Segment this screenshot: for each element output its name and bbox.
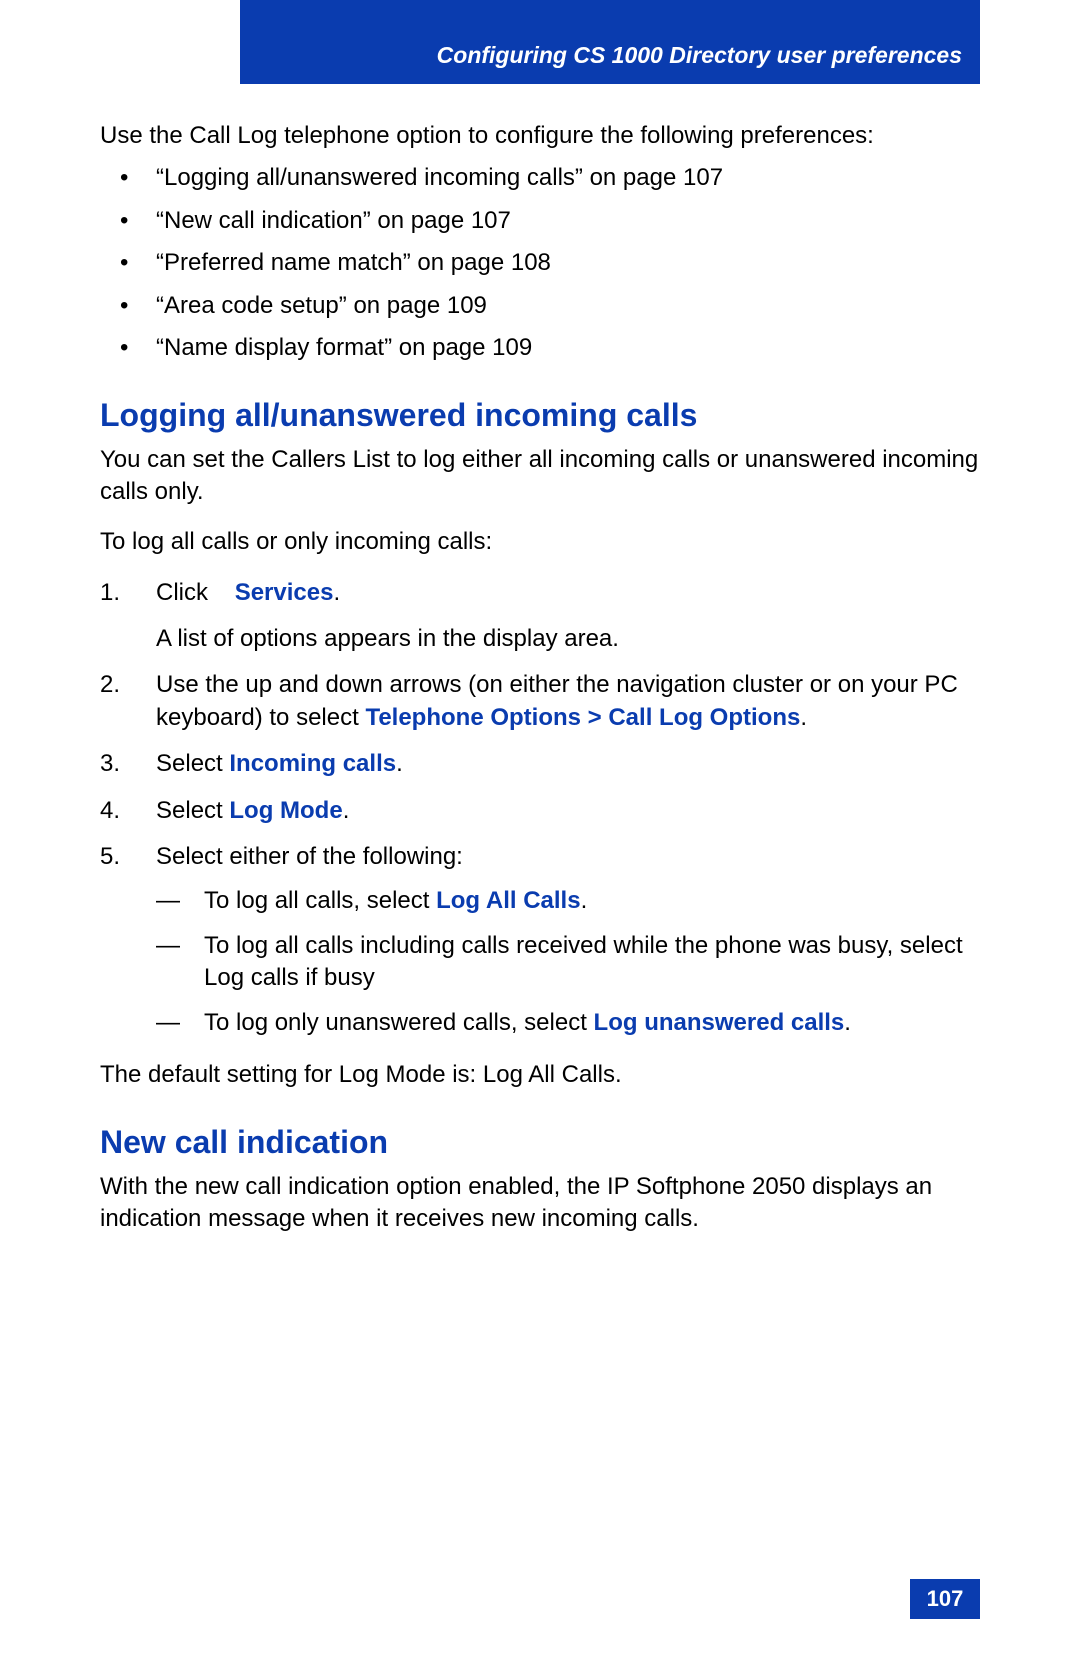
toc-item: “Name display format” on page 109	[100, 332, 980, 364]
step-1-pre: Click	[156, 579, 215, 606]
section2-p1: With the new call indication option enab…	[100, 1171, 980, 1236]
step-4-post: .	[343, 797, 350, 824]
section1-p1: You can set the Callers List to log eith…	[100, 444, 980, 509]
toc-bullets: “Logging all/unanswered incoming calls” …	[100, 162, 980, 364]
step-5c-pre: To log only unanswered calls, select	[204, 1009, 594, 1036]
document-page: Configuring CS 1000 Directory user prefe…	[0, 0, 1080, 1669]
section1-p3: The default setting for Log Mode is: Log…	[100, 1059, 980, 1091]
step-1-post: .	[333, 579, 340, 606]
step-4: Select Log Mode.	[100, 795, 980, 827]
toc-item: “New call indication” on page 107	[100, 205, 980, 237]
step-4-pre: Select	[156, 797, 229, 824]
page-content: Use the Call Log telephone option to con…	[100, 0, 980, 1235]
step-5c-post: .	[844, 1009, 851, 1036]
log-all-calls-link: Log All Calls	[436, 887, 580, 914]
toc-item: “Logging all/unanswered incoming calls” …	[100, 162, 980, 194]
step-5: Select either of the following: To log a…	[100, 841, 980, 1039]
step-2-post: .	[800, 704, 807, 731]
step-2: Use the up and down arrows (on either th…	[100, 669, 980, 734]
step-5b: To log all calls including calls receive…	[156, 930, 980, 995]
step-5a: To log all calls, select Log All Calls.	[156, 885, 980, 917]
toc-item: “Area code setup” on page 109	[100, 290, 980, 322]
log-mode-link: Log Mode	[229, 797, 342, 824]
page-number: 107	[910, 1579, 980, 1619]
incoming-calls-link: Incoming calls	[229, 750, 396, 777]
step-3-post: .	[396, 750, 403, 777]
page-header-title: Configuring CS 1000 Directory user prefe…	[437, 42, 962, 68]
step-5a-pre: To log all calls, select	[204, 887, 436, 914]
step-3: Select Incoming calls.	[100, 748, 980, 780]
step-5-sublist: To log all calls, select Log All Calls. …	[156, 885, 980, 1039]
telephone-options-link: Telephone Options > Call Log Options	[365, 704, 800, 731]
services-link: Services	[235, 579, 334, 606]
toc-item: “Preferred name match” on page 108	[100, 247, 980, 279]
section1-p2: To log all calls or only incoming calls:	[100, 526, 980, 558]
page-header: Configuring CS 1000 Directory user prefe…	[240, 0, 980, 84]
intro-paragraph: Use the Call Log telephone option to con…	[100, 120, 980, 152]
step-3-pre: Select	[156, 750, 229, 777]
step-5c: To log only unanswered calls, select Log…	[156, 1007, 980, 1039]
step-1-extra: A list of options appears in the display…	[156, 623, 980, 655]
step-1: Click Services. A list of options appear…	[100, 577, 980, 656]
step-5-text: Select either of the following:	[156, 843, 463, 870]
step-5a-post: .	[581, 887, 588, 914]
section-heading-logging: Logging all/unanswered incoming calls	[100, 394, 980, 437]
log-unanswered-link: Log unanswered calls	[594, 1009, 845, 1036]
steps-list: Click Services. A list of options appear…	[100, 577, 980, 1039]
section-heading-new-call: New call indication	[100, 1121, 980, 1164]
